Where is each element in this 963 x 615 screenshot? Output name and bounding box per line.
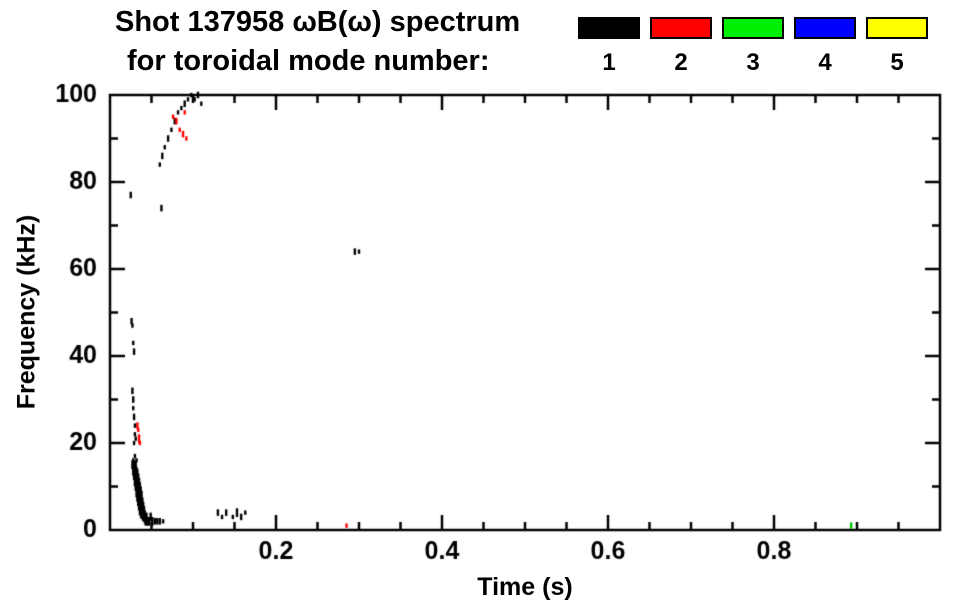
y-axis-label: Frequency (kHz): [12, 214, 41, 410]
x-axis-label: Time (s): [477, 573, 573, 601]
